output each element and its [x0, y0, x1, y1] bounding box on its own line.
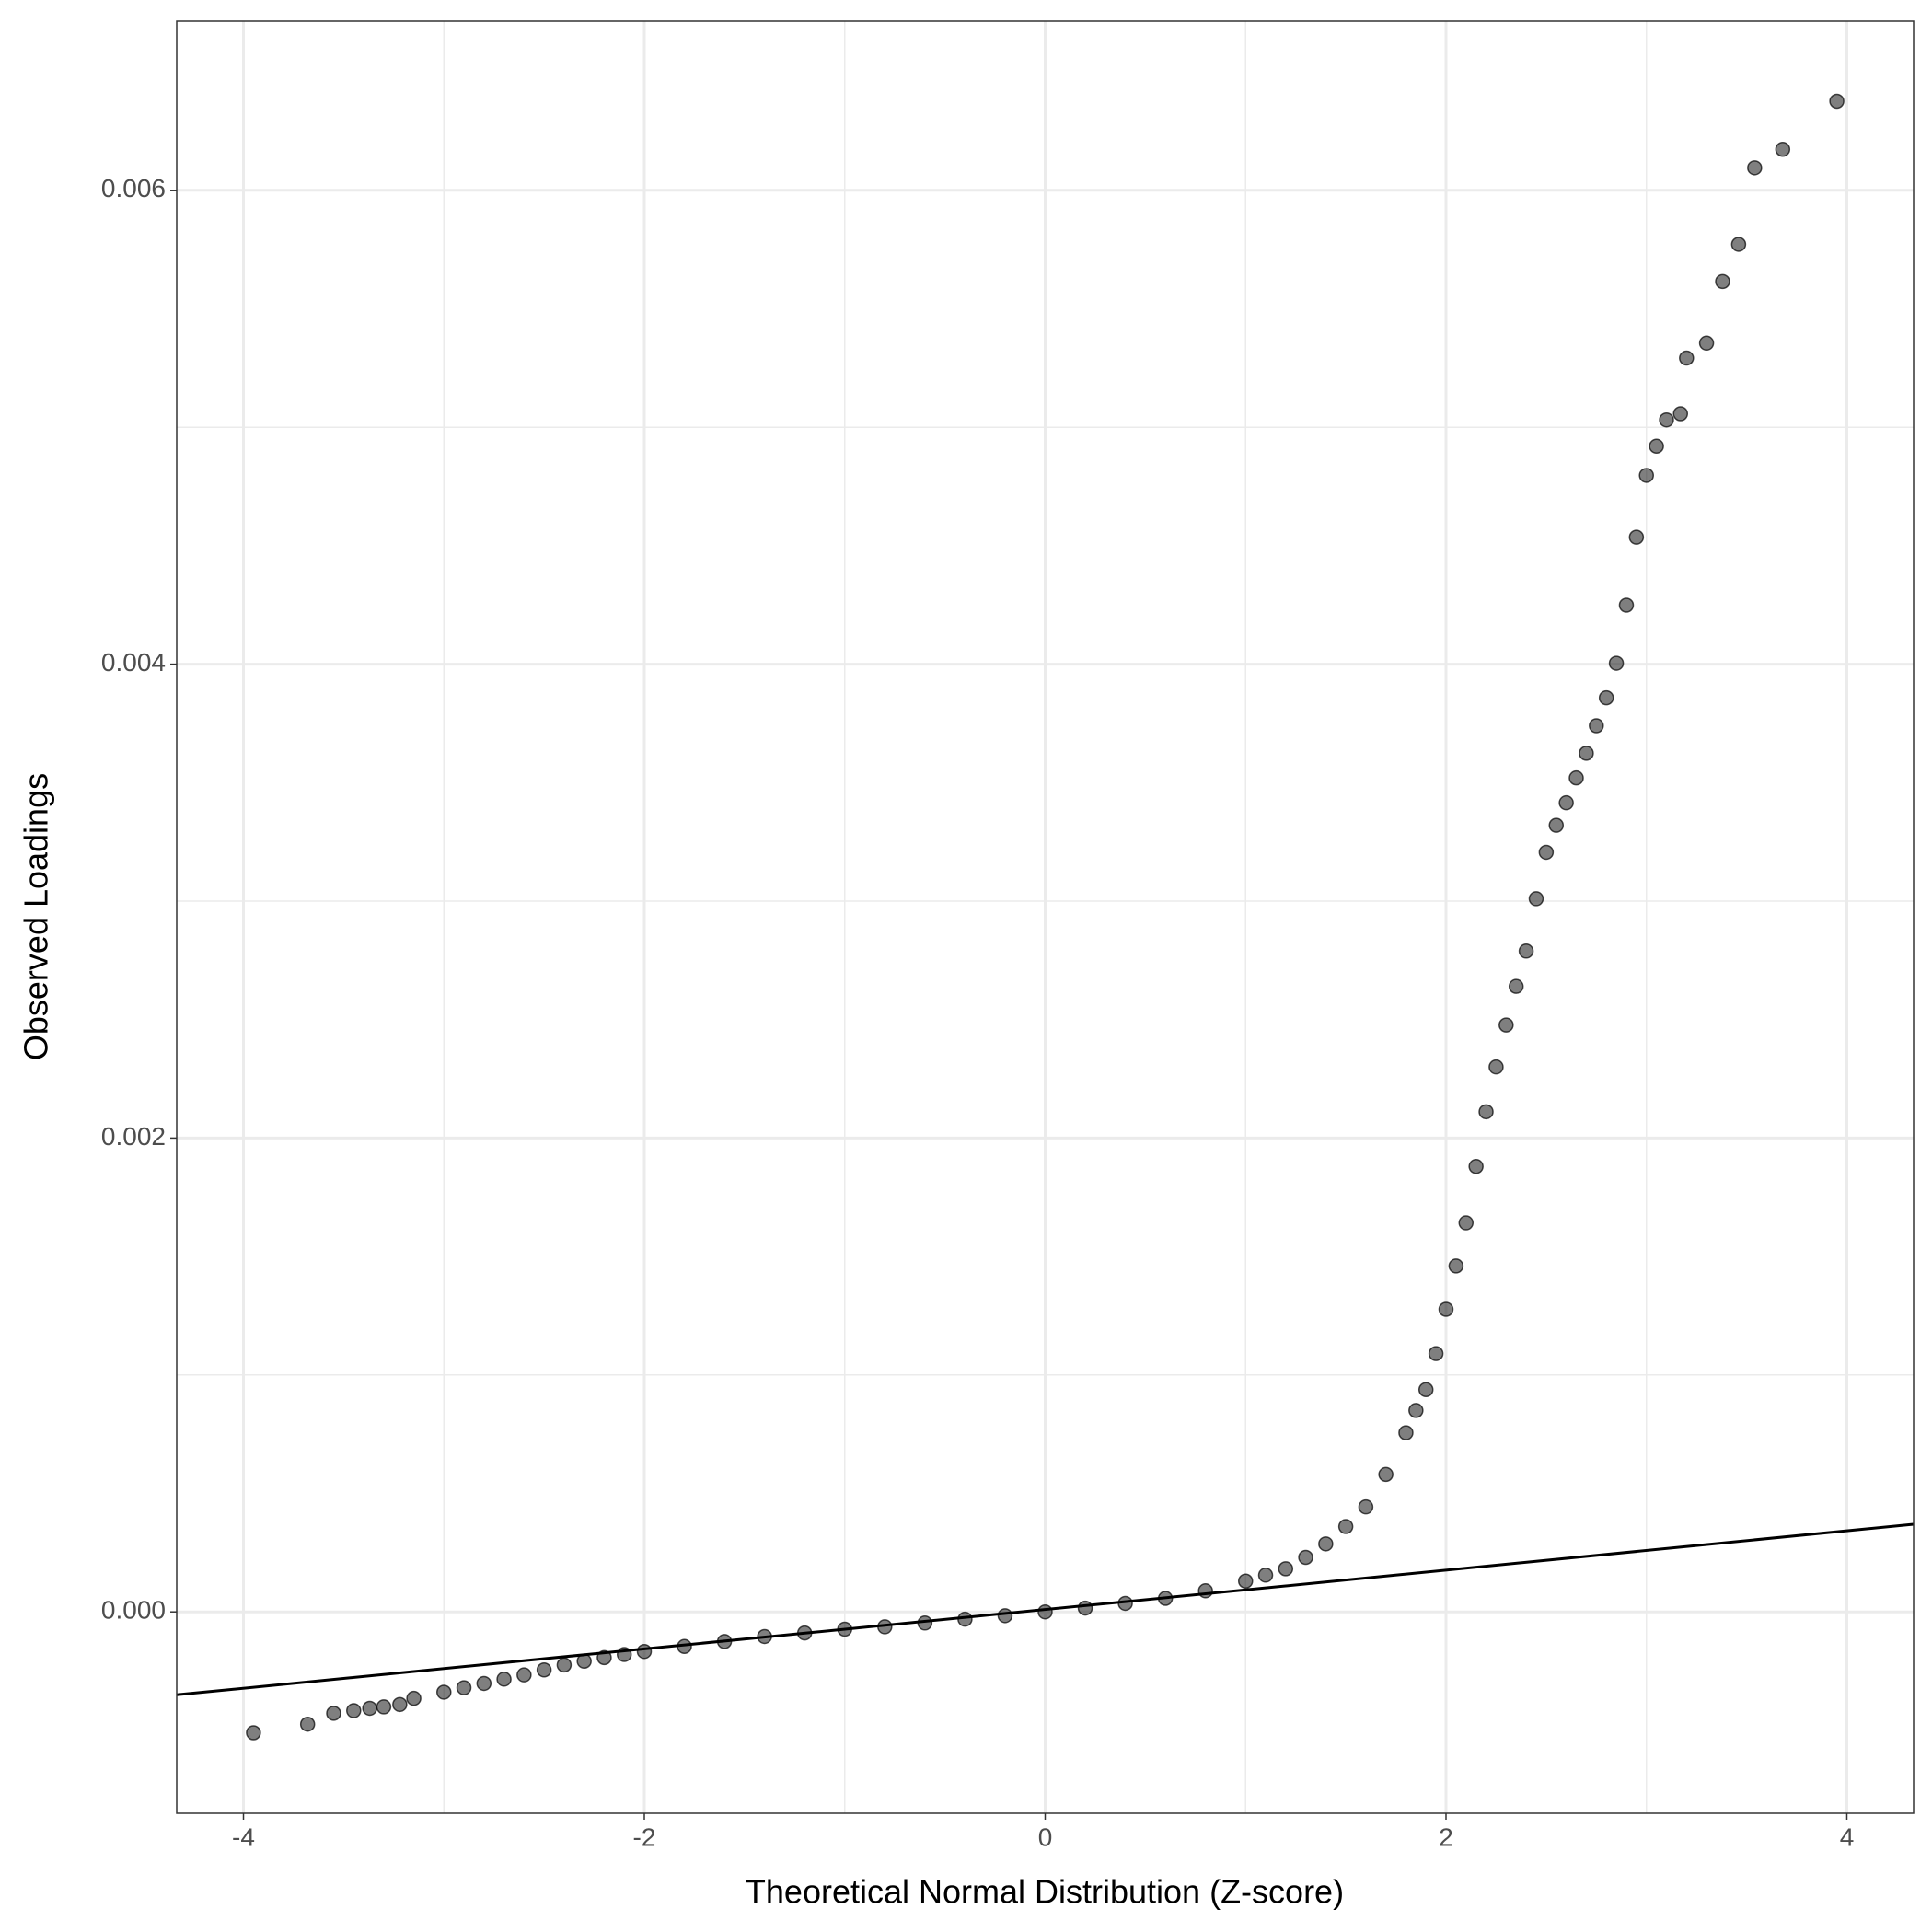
point	[636, 1643, 653, 1660]
point	[1628, 529, 1645, 545]
point	[346, 1703, 362, 1718]
point	[1649, 438, 1664, 455]
point	[436, 1684, 452, 1700]
point	[1638, 468, 1654, 483]
point	[1598, 689, 1614, 706]
point	[1318, 1536, 1334, 1552]
point	[1448, 1258, 1464, 1274]
point	[1548, 817, 1565, 833]
point	[1618, 597, 1635, 613]
point	[362, 1700, 377, 1717]
point	[1568, 769, 1584, 786]
point	[1488, 1059, 1504, 1075]
point	[299, 1716, 316, 1732]
point	[1498, 1017, 1514, 1033]
reference-line	[176, 1522, 1915, 1696]
point	[1037, 1603, 1053, 1620]
point	[1077, 1600, 1093, 1616]
point	[1579, 746, 1594, 761]
y-tick-label: 0.000	[101, 1596, 166, 1625]
x-tick-label: 2	[1439, 1822, 1453, 1851]
y-tick-label: 0.004	[101, 648, 166, 677]
y-tick-label: 0.002	[101, 1122, 166, 1151]
point	[1257, 1568, 1274, 1583]
point	[246, 1725, 261, 1741]
point	[1698, 335, 1715, 352]
x-tick-label: -4	[232, 1822, 255, 1851]
point	[1659, 411, 1674, 428]
x-tick-label: 4	[1840, 1822, 1855, 1851]
point	[1747, 160, 1763, 176]
point	[1438, 1301, 1454, 1317]
plot-border	[176, 20, 1915, 1814]
point	[326, 1706, 341, 1721]
x-tick-label: 0	[1038, 1822, 1053, 1851]
point	[1428, 1346, 1444, 1361]
point	[1408, 1403, 1424, 1418]
point	[1508, 978, 1524, 994]
point	[1679, 350, 1695, 366]
point	[556, 1657, 573, 1673]
point	[456, 1680, 472, 1695]
y-tick-label: 0.006	[101, 174, 166, 202]
point	[1458, 1215, 1475, 1231]
point	[1518, 943, 1534, 959]
point	[1829, 93, 1845, 110]
point	[1197, 1583, 1213, 1599]
point	[516, 1667, 532, 1683]
y-axis-title: Observed Loadings	[17, 773, 55, 1060]
point	[1298, 1549, 1313, 1566]
point	[1358, 1498, 1374, 1515]
point	[997, 1608, 1013, 1624]
point	[1237, 1573, 1254, 1589]
point	[1672, 406, 1689, 422]
point	[1398, 1425, 1414, 1440]
point	[476, 1675, 492, 1692]
point	[1715, 273, 1730, 290]
point	[1378, 1466, 1394, 1483]
point	[1775, 142, 1791, 157]
point	[376, 1699, 392, 1715]
point	[406, 1690, 422, 1706]
point	[1337, 1519, 1354, 1534]
x-tick-label: -2	[633, 1822, 656, 1851]
point	[1608, 655, 1625, 671]
point	[1730, 237, 1747, 252]
point	[1468, 1159, 1484, 1174]
point	[536, 1662, 552, 1678]
x-axis-title: Theoretical Normal Distribution (Z-score…	[746, 1873, 1344, 1911]
point	[1538, 844, 1555, 861]
point	[392, 1696, 408, 1713]
point	[1589, 718, 1604, 734]
point	[1528, 891, 1544, 907]
point	[1278, 1561, 1294, 1577]
point	[1478, 1104, 1494, 1120]
point	[496, 1672, 512, 1687]
point	[1417, 1382, 1434, 1398]
point	[1558, 794, 1574, 811]
